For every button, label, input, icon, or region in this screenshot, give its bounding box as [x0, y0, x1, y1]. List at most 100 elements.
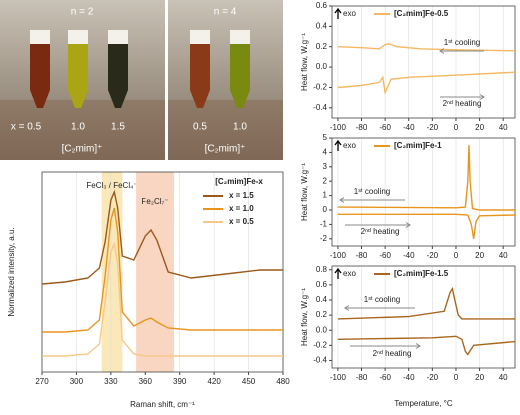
y-tick-label: -0.2	[313, 340, 327, 349]
x-axis-label: Raman shift, cm⁻¹	[130, 400, 195, 409]
y-tick-label: 0.0	[316, 325, 328, 334]
legend-label: [C₂mim]Fe-1	[394, 141, 442, 150]
y-axis-label: Heat flow, W.g⁻¹	[300, 33, 309, 91]
y-tick-label: -0.4	[313, 103, 327, 112]
annotation-arrow	[339, 197, 405, 203]
legend-label: [C₂mim]Fe-0.5	[394, 9, 449, 18]
annotation-arrow	[440, 94, 485, 100]
x-tick-label: 0	[454, 373, 459, 382]
tubes	[30, 30, 250, 108]
x-tick-label: -40	[403, 373, 415, 382]
photo-label: 0.5	[193, 122, 207, 133]
annotation-arrow	[439, 48, 484, 54]
x-tick-label: 0	[454, 123, 459, 132]
x-tick-label: -100	[330, 251, 347, 260]
data-line	[337, 213, 516, 239]
photo-label: x = 0.5	[11, 122, 42, 133]
plot-frame	[331, 5, 516, 119]
legend-label: [C₂mim]Fe-1.5	[394, 269, 449, 278]
x-tick-label: -80	[356, 373, 368, 382]
x-tick-label: -100	[330, 373, 347, 382]
photo-label: 1.5	[111, 122, 125, 133]
y-tick-label: -2	[320, 234, 328, 243]
y-tick-label: 0.4	[316, 295, 328, 304]
tube-cap	[30, 30, 50, 44]
data-line	[337, 145, 515, 211]
photo-label: 1.0	[233, 122, 247, 133]
x-tick-label: 480	[276, 377, 290, 386]
data-line	[42, 207, 283, 333]
y-tick-label: 0.4	[316, 21, 328, 30]
photo: n = 2 n = 4 x = 0.5 1.0 1.5 0.5 1.0 [C₂m…	[0, 0, 283, 160]
x-tick-label: -60	[379, 123, 391, 132]
band-label: FeCl₃ / FeCl₄⁻	[86, 181, 137, 190]
y-tick-label: 0.8	[316, 265, 328, 274]
exo-arrow	[334, 7, 342, 19]
plot-frame	[41, 171, 284, 373]
x-tick-label: 40	[499, 373, 508, 382]
x-tick-label: -80	[356, 251, 368, 260]
legend-label: x = 1.0	[229, 204, 254, 213]
band-label: Fe₂Cl₇⁻	[142, 197, 169, 206]
y-axis-label: Heat flow, W.g⁻¹	[300, 288, 309, 346]
y-tick-label: 0.2	[316, 42, 328, 51]
y-tick-label: -1	[320, 220, 328, 229]
y-tick-label: -0.4	[313, 356, 327, 365]
exo-label: exo	[343, 9, 356, 18]
x-tick-label: -40	[403, 123, 415, 132]
y-tick-label: 0.0	[316, 62, 328, 71]
annotation: 1ˢᵗ cooling	[364, 295, 401, 304]
data-line	[337, 335, 516, 356]
tube	[30, 44, 50, 108]
annotation: 2ⁿᵈ heating	[361, 227, 400, 236]
data-line	[41, 189, 283, 285]
tube-cap	[108, 30, 128, 44]
y-axis-label: Heat flow, W.g⁻¹	[300, 163, 309, 221]
annotation: 1ˢᵗ cooling	[354, 187, 391, 196]
data-line	[337, 286, 515, 320]
x-tick-label: -20	[427, 373, 439, 382]
rack	[0, 100, 165, 160]
exo-arrow	[334, 139, 342, 151]
data-line	[337, 42, 516, 52]
exo-label: exo	[343, 269, 356, 278]
rack	[168, 100, 283, 160]
photo-title: n = 2	[71, 7, 94, 18]
annotation: 2ⁿᵈ heating	[443, 99, 482, 108]
x-tick-label: 40	[499, 123, 508, 132]
plot-frame	[331, 265, 516, 369]
tube-cap	[190, 30, 210, 44]
x-tick-label: 450	[242, 377, 256, 386]
x-tick-label: 0	[454, 251, 459, 260]
y-tick-label: 0.2	[316, 310, 328, 319]
x-tick-label: 390	[173, 377, 187, 386]
y-tick-label: 3	[323, 162, 328, 171]
photo-title: n = 4	[214, 7, 237, 18]
y-tick-label: 1	[323, 191, 328, 200]
photo-caption: [C₂mim]⁺	[205, 144, 246, 155]
data-line	[337, 71, 516, 95]
x-tick-label: 20	[475, 123, 484, 132]
annotation: 1ˢᵗ cooling	[444, 38, 481, 47]
x-tick-label: 20	[475, 373, 484, 382]
photo-label: 1.0	[71, 122, 85, 133]
x-tick-label: 40	[499, 251, 508, 260]
x-tick-label: 20	[475, 251, 484, 260]
tube	[68, 44, 88, 108]
x-tick-label: -60	[379, 373, 391, 382]
x-tick-label: 360	[139, 377, 153, 386]
x-axis-label: Temperature, °C	[394, 399, 453, 408]
x-tick-label: -40	[403, 251, 415, 260]
legend-title: [C₂mim]Fe-x	[215, 177, 263, 186]
tube	[190, 44, 210, 108]
legend-label: x = 0.5	[229, 217, 254, 226]
legend-label: x = 1.5	[229, 191, 254, 200]
x-tick-label: -80	[356, 123, 368, 132]
y-tick-label: 2	[323, 176, 328, 185]
x-tick-label: -100	[330, 123, 347, 132]
data-line	[42, 241, 283, 357]
y-tick-label: 0	[323, 205, 328, 214]
x-tick-label: -20	[427, 251, 439, 260]
annotation-arrow	[345, 222, 411, 228]
